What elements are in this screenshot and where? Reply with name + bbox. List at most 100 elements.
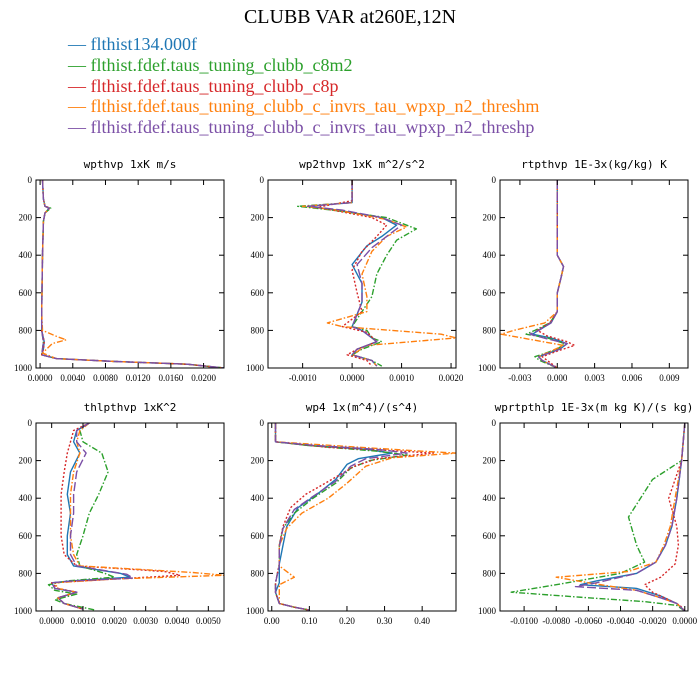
x-tick-label: 0.0120 <box>126 373 151 383</box>
y-tick-label: 600 <box>19 288 33 298</box>
x-tick-label: -0.003 <box>508 373 532 383</box>
x-tick-label: 0.0000 <box>340 373 365 383</box>
series-group <box>297 180 456 367</box>
panel-title: thlpthvp 1xK^2 <box>84 401 177 414</box>
series-line <box>41 180 224 368</box>
panel: wprtpthlp 1E-3x(m kg K)/(s kg) 0 200 400 600… <box>478 401 698 626</box>
x-tick-label: 0.20 <box>339 616 355 626</box>
x-tick-label: 0.0040 <box>165 616 190 626</box>
legend-dash: — <box>68 96 91 117</box>
x-tick-label: 0.0020 <box>102 616 127 626</box>
y-tick-label: 1000 <box>478 606 497 616</box>
x-tick-label: 0.009 <box>659 373 680 383</box>
x-tick-label: -0.0100 <box>510 616 538 626</box>
x-tick-label: 0.0080 <box>93 373 118 383</box>
y-tick-label: 200 <box>483 456 497 466</box>
y-tick-label: 800 <box>483 568 497 578</box>
series-line <box>510 423 686 611</box>
series-group <box>510 423 686 611</box>
y-tick-label: 0 <box>260 175 265 185</box>
series-line <box>555 423 686 611</box>
x-tick-label: 0.0000 <box>39 616 64 626</box>
panel: rtpthvp 1E-3x(kg/kg) K 0 200 400 600 800 1000 -… <box>478 158 689 383</box>
y-tick-label: 400 <box>483 250 497 260</box>
legend-label: flthist.fdef.taus_tuning_clubb_c_invrs_t… <box>90 117 535 138</box>
y-tick-label: 1000 <box>246 363 265 373</box>
x-tick-label: -0.0020 <box>639 616 667 626</box>
y-tick-label: 800 <box>483 325 497 335</box>
y-tick-label: 0 <box>28 418 33 428</box>
x-tick-label: 0.0010 <box>389 373 414 383</box>
y-tick-label: 200 <box>483 213 497 223</box>
legend: — flthist134.000f — flthist.fdef.taus_tun… <box>68 34 539 138</box>
y-tick-label: 0 <box>492 418 497 428</box>
y-tick-label: 200 <box>251 213 265 223</box>
series-line <box>51 423 134 610</box>
y-tick-label: 800 <box>19 325 33 335</box>
x-tick-label: 0.0050 <box>196 616 221 626</box>
series-group <box>41 180 224 368</box>
legend-label: flthist.fdef.taus_tuning_clubb_c_invrs_t… <box>90 96 540 117</box>
y-tick-label: 1000 <box>14 363 33 373</box>
x-tick-label: -0.0080 <box>542 616 570 626</box>
legend-dash: — <box>68 54 91 75</box>
plot-frame <box>35 422 225 612</box>
plot-frame <box>499 422 689 612</box>
legend-dash: — <box>68 34 91 54</box>
series-group <box>274 423 456 611</box>
legend-entry: — flthist.fdef.taus_tuning_clubb_c_invrs… <box>68 117 539 138</box>
y-tick-label: 200 <box>19 456 33 466</box>
series-group <box>47 423 224 611</box>
series-line <box>529 180 568 368</box>
y-tick-label: 800 <box>251 325 265 335</box>
y-tick-label: 600 <box>251 531 265 541</box>
y-tick-label: 1000 <box>14 606 33 616</box>
x-tick-label: 0.0000 <box>672 616 697 626</box>
x-tick-label: 0.0010 <box>71 616 96 626</box>
legend-label: flthist134.000f <box>90 34 198 54</box>
legend-dash: — <box>68 75 91 96</box>
x-tick-label: 0.0160 <box>158 373 183 383</box>
legend-dash: — <box>68 117 91 138</box>
x-tick-label: 0.0040 <box>60 373 85 383</box>
plot-frame <box>267 179 457 369</box>
x-tick-label: -0.0040 <box>607 616 635 626</box>
series-line <box>274 423 456 611</box>
y-tick-label: 200 <box>19 213 33 223</box>
y-tick-label: 600 <box>19 531 33 541</box>
panel: wp2thvp 1xK m^2/s^2 0 200 400 600 800 1000 -0.0… <box>246 158 464 383</box>
y-tick-label: 800 <box>19 568 33 578</box>
legend-entry: — flthist.fdef.taus_tuning_clubb_c8p <box>68 76 539 97</box>
y-tick-label: 0 <box>28 175 33 185</box>
legend-label: flthist.fdef.taus_tuning_clubb_c8p <box>90 75 339 96</box>
legend-label: flthist.fdef.taus_tuning_clubb_c8m2 <box>90 54 353 75</box>
series-line <box>274 423 408 611</box>
x-tick-label: 0.0030 <box>133 616 158 626</box>
x-tick-label: 0.0000 <box>28 373 53 383</box>
series-line <box>643 423 686 611</box>
panel-title: wp4 1x(m^4)/(s^4) <box>306 401 419 414</box>
series-line <box>41 180 224 368</box>
x-tick-label: -0.0060 <box>575 616 603 626</box>
x-tick-label: 0.003 <box>584 373 605 383</box>
y-tick-label: 400 <box>19 250 33 260</box>
series-line <box>274 423 408 611</box>
series-line <box>574 423 686 611</box>
y-tick-label: 1000 <box>246 606 265 616</box>
x-tick-label: 0.00 <box>264 616 280 626</box>
y-tick-label: 600 <box>251 288 265 298</box>
series-line <box>306 180 403 367</box>
series-group <box>500 180 576 368</box>
y-tick-label: 600 <box>483 531 497 541</box>
panel-title: rtpthvp 1E-3x(kg/kg) K <box>521 158 667 171</box>
x-tick-label: 0.006 <box>622 373 643 383</box>
panel: thlpthvp 1xK^2 0 200 400 600 800 1000 0.0000 0.0… <box>14 401 225 626</box>
x-tick-label: 0.0020 <box>439 373 464 383</box>
y-tick-label: 800 <box>251 568 265 578</box>
plot-frame <box>35 179 225 369</box>
y-tick-label: 400 <box>19 493 33 503</box>
x-tick-label: 0.000 <box>547 373 568 383</box>
plot-frame <box>267 422 457 612</box>
